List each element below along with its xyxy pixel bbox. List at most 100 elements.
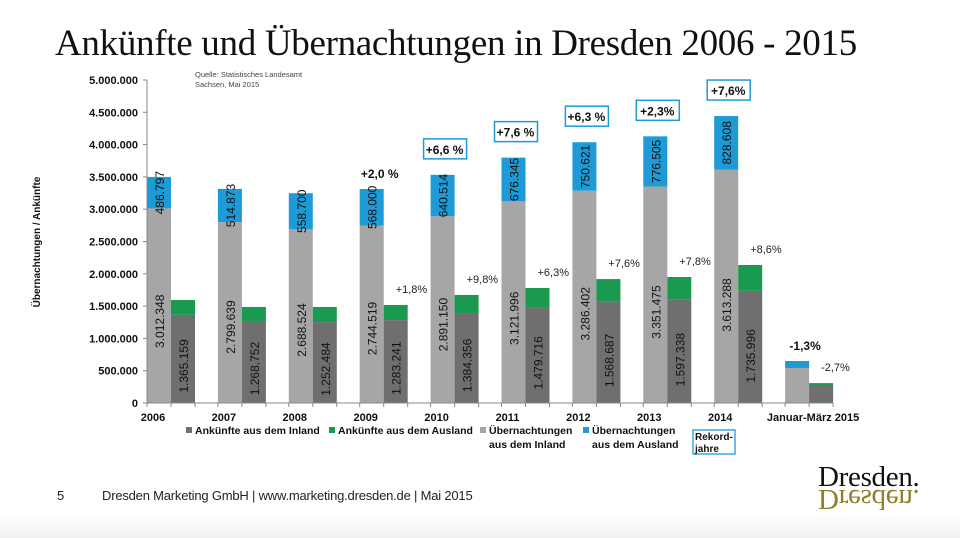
bar-value-label: 1.568.687	[602, 333, 616, 387]
bar-segment--bernachtungen-aus-dem-ausland	[643, 136, 668, 187]
bar-segment-ank-nfte-aus-dem-inland	[171, 314, 195, 403]
bar-segment-ank-nfte-aus-dem-ausland	[809, 383, 834, 387]
change-box	[493, 120, 539, 143]
bar-value-label: 2.891.150	[437, 298, 451, 352]
arrival-change-label: +8,6%	[750, 244, 782, 256]
bar-value-label: 640.514	[437, 174, 451, 218]
y-axis-ticks: 0 500.000 1.000.000 1.500.000 2.000.000 2.500…	[89, 75, 147, 410]
y-tick-label: 3.000.000	[89, 204, 138, 216]
overnight-change-label: +7,6 %	[497, 126, 535, 140]
bar-value-label: 1.268.752	[248, 342, 262, 396]
bar-segment-ank-nfte-aus-dem-inland	[383, 320, 408, 403]
x-tick-label: Januar-März 2015	[767, 412, 859, 424]
y-tick-label: 2.500.000	[89, 237, 138, 249]
arrival-change-label: +9,8%	[467, 274, 499, 286]
change-annotations: +2,0 % +1,8% +6,6 % +9,8% +7,6 % +6,3% +6,3 % +…	[361, 79, 850, 374]
legend-label: Ankünfte aus dem Ausland	[338, 425, 473, 437]
bar-segment-ank-nfte-aus-dem-ausland	[312, 306, 337, 323]
x-axis-labels: 2006 2007 2008 2009 2010 2011 2012 2013 2014 Janu…	[141, 412, 860, 424]
bar-value-label: 3.012.348	[153, 294, 167, 348]
dresden-logo: Dresden.	[818, 461, 920, 493]
x-tick-label: 2011	[496, 412, 520, 424]
bar-value-label: 558.700	[295, 189, 309, 233]
bar-value-label: 2.688.524	[295, 303, 309, 357]
legend-swatch	[480, 427, 486, 433]
bar-segment--bernachtungen-aus-dem-ausland	[359, 189, 384, 226]
bar-value-label: 1.252.484	[319, 342, 333, 396]
legend: Ankünfte aus dem Inland Ankünfte aus dem …	[186, 424, 736, 455]
bar-segment-ank-nfte-aus-dem-inland	[525, 307, 550, 403]
bar-segment--bernachtungen-aus-dem-inland	[572, 190, 597, 403]
bar-group: 3.012.348 486.797 1.365.159 2.799.639 514.87…	[147, 116, 834, 403]
arrival-change-label: +7,6%	[608, 258, 640, 270]
x-tick-label: 2012	[566, 412, 590, 424]
bar-value-label: 828.608	[720, 121, 734, 165]
bar-segment-ank-nfte-aus-dem-ausland	[383, 304, 408, 321]
bar-segment-ank-nfte-aus-dem-inland	[738, 290, 763, 403]
bar-segment-ank-nfte-aus-dem-ausland	[667, 277, 692, 300]
y-tick-label: 0	[132, 398, 138, 410]
change-box	[635, 99, 681, 122]
legend-swatch	[329, 427, 335, 433]
y-tick-label: 500.000	[98, 366, 138, 378]
x-tick-label: 2006	[141, 412, 165, 424]
overnight-change-label: +6,3 %	[568, 110, 606, 124]
y-tick-label: 4.000.000	[89, 140, 138, 152]
bar-segment--bernachtungen-aus-dem-ausland	[147, 176, 171, 209]
bar-value-label: 3.121.996	[508, 291, 522, 345]
bar-value-label: 486.797	[153, 171, 167, 215]
footer-text: Dresden Marketing GmbH | www.marketing.d…	[102, 488, 473, 503]
rekordjahre-box	[692, 429, 736, 455]
bar-value-label: 1.479.716	[532, 336, 546, 390]
y-axis-label: Übernachtungen / Ankünfte	[30, 176, 43, 307]
bar-value-label: 514.873	[224, 184, 238, 228]
bar-segment--bernachtungen-aus-dem-inland	[430, 216, 455, 403]
bar-segment--bernachtungen-aus-dem-inland	[359, 225, 384, 403]
bar-segment-ank-nfte-aus-dem-ausland	[454, 294, 479, 314]
bar-value-label: 1.365.159	[177, 339, 191, 393]
page-number: 5	[57, 488, 65, 503]
x-tick-label: 2008	[283, 412, 307, 424]
bar-segment-ank-nfte-aus-dem-ausland	[596, 279, 621, 302]
bar-segment--bernachtungen-aus-dem-inland	[217, 222, 242, 403]
y-tick-label: 4.500.000	[89, 107, 138, 119]
bar-segment-ank-nfte-aus-dem-ausland	[525, 288, 550, 308]
legend-label: Ankünfte aus dem Inland	[195, 425, 320, 437]
arrival-change-label: +1,8%	[396, 284, 428, 296]
bar-value-label: 568.000	[366, 185, 380, 229]
bar-segment-ank-nfte-aus-dem-inland	[809, 386, 834, 403]
legend-label: aus dem Ausland	[592, 439, 679, 451]
bar-segment-ank-nfte-aus-dem-ausland	[738, 265, 763, 291]
bar-value-label: 3.613.288	[720, 278, 734, 332]
legend-label: aus dem Inland	[489, 439, 565, 451]
y-tick-label: 3.500.000	[89, 172, 138, 184]
overnight-change-label: +7,6%	[711, 84, 746, 98]
bar-segment-ank-nfte-aus-dem-ausland	[241, 306, 266, 322]
bar-segment--bernachtungen-aus-dem-ausland	[714, 116, 739, 170]
bar-segment--bernachtungen-aus-dem-ausland	[430, 174, 455, 217]
bar-segment--bernachtungen-aus-dem-inland	[147, 208, 171, 403]
bar-value-label: 776.505	[649, 139, 663, 183]
source-note-line-2: Sachsen, Mai 2015	[195, 80, 259, 89]
change-box	[564, 105, 610, 127]
bar-segment--bernachtungen-aus-dem-inland	[714, 169, 739, 403]
rekordjahre-label: jahre	[694, 444, 719, 455]
y-tick-label: 2.000.000	[89, 269, 138, 281]
bar-segment--bernachtungen-aus-dem-inland	[643, 186, 668, 403]
overnight-change-label: +2,3%	[640, 104, 675, 118]
x-tick-label: 2007	[212, 412, 236, 424]
bar-segment--bernachtungen-aus-dem-ausland	[217, 188, 242, 223]
source-note-line-1: Quelle: Statistisches Landesamt	[195, 70, 303, 79]
bar-segment-ank-nfte-aus-dem-inland	[667, 299, 692, 403]
legend-label: Übernachtungen	[592, 424, 675, 437]
y-tick-label: 1.000.000	[89, 333, 138, 345]
overnight-change-label: +6,6 %	[426, 143, 464, 157]
rekordjahre-label: Rekord-	[695, 432, 733, 443]
overnight-change-label: +2,0 %	[361, 167, 399, 181]
bar-segment-ank-nfte-aus-dem-inland	[312, 322, 337, 403]
legend-swatch	[583, 427, 589, 433]
arrival-change-label: +6,3%	[538, 267, 570, 279]
arrival-change-label: -2,7%	[821, 362, 850, 374]
bar-segment--bernachtungen-aus-dem-inland	[501, 201, 526, 403]
bar-segment--bernachtungen-aus-dem-ausland	[572, 142, 597, 191]
